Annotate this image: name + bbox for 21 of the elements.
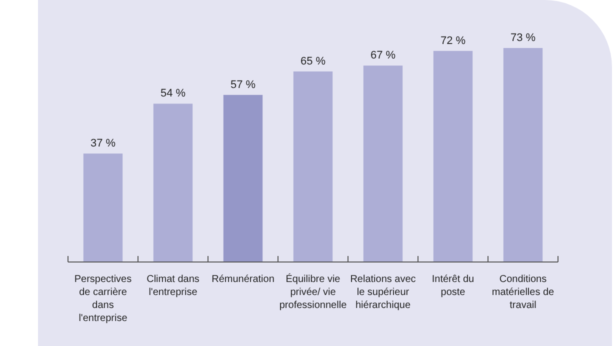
x-tick-label: Relations avec le supérieur hiérarchique: [350, 274, 416, 311]
bar: [363, 66, 403, 262]
x-tick-label: Conditions matérielles de travail: [492, 274, 555, 311]
bar: [433, 50, 473, 262]
x-tick-label: Climat dans l'entreprise: [146, 274, 200, 298]
data-label: 65 %: [300, 55, 326, 68]
data-label: 37 %: [90, 138, 116, 150]
bar: [153, 104, 193, 262]
x-tick-label: Intérêt du poste: [432, 274, 474, 298]
bar: [83, 154, 123, 262]
data-label: 72 %: [440, 34, 466, 47]
bar: [503, 48, 543, 262]
data-label: 57 %: [230, 78, 256, 91]
data-label: 67 %: [370, 50, 396, 62]
data-label: 73 %: [510, 32, 536, 44]
bar: [223, 94, 263, 262]
data-label: 54 %: [160, 88, 186, 100]
x-tick-label: Équilibre vie privée/ vie professionnelle: [279, 273, 348, 311]
bar: [293, 71, 333, 262]
x-tick-label: Perspectives de carrière dans l'entreprise: [74, 274, 132, 324]
x-tick-label: Rémunération: [212, 274, 274, 285]
